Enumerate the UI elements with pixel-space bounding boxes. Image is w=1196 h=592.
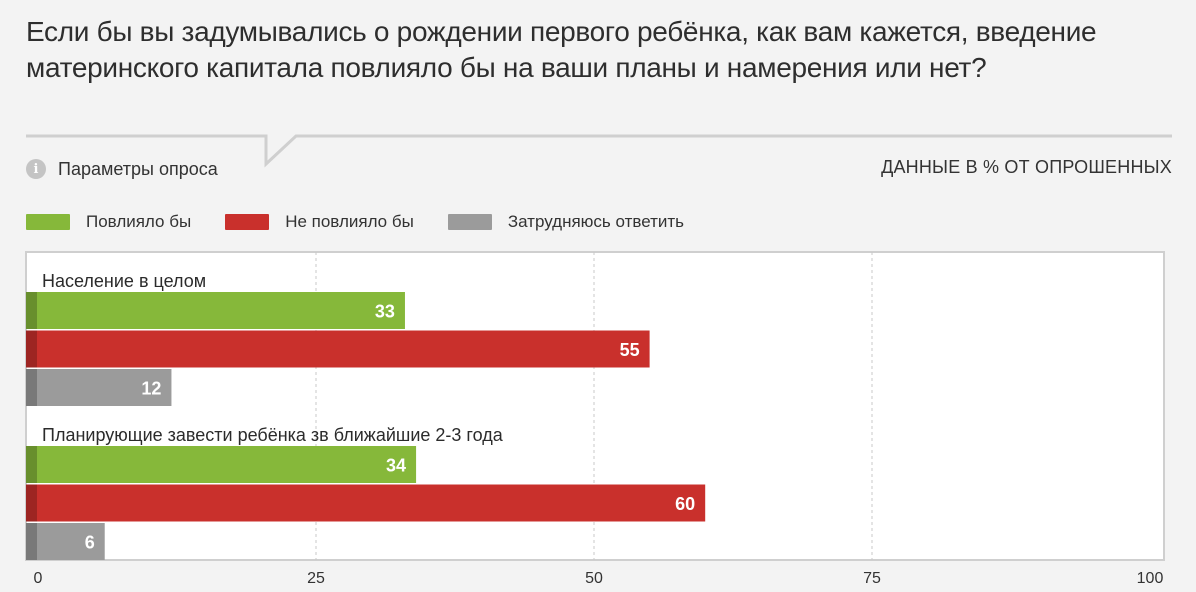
- bar-stub: [26, 446, 37, 483]
- bar: [26, 523, 105, 560]
- bar-value-label: 6: [85, 533, 95, 553]
- survey-params-label: Параметры опроса: [58, 158, 218, 179]
- legend-item-yes[interactable]: Повлияло бы: [26, 212, 191, 232]
- bar-value-label: 12: [141, 379, 161, 399]
- x-tick-label: 100: [1137, 570, 1164, 587]
- bar: [26, 484, 706, 522]
- x-tick-label: 75: [863, 570, 881, 587]
- bar-stub: [26, 523, 37, 560]
- bar-stub: [26, 292, 37, 329]
- legend-item-no[interactable]: Не повлияло бы: [225, 212, 414, 232]
- x-tick-label: 25: [307, 570, 325, 587]
- bar-value-label: 34: [386, 456, 406, 476]
- legend-swatch-green: [26, 214, 70, 230]
- legend-swatch-gray: [447, 214, 492, 230]
- bar-stub: [26, 330, 37, 368]
- bar: [26, 446, 417, 483]
- category-label: Планирующие завести ребёнка зв ближайшие…: [42, 425, 504, 445]
- bar: [26, 330, 650, 368]
- bar-value-label: 60: [675, 494, 695, 514]
- bar-stub: [26, 484, 37, 522]
- legend-label: Не повлияло бы: [285, 212, 414, 231]
- units-label: ДАННЫЕ В % ОТ ОПРОШЕННЫХ: [881, 157, 1172, 177]
- legend-item-undecided[interactable]: Затрудняюсь ответить: [447, 212, 685, 232]
- header-divider: [26, 134, 1172, 168]
- survey-params-button[interactable]: i Параметры опроса: [26, 156, 218, 182]
- bar-stub: [26, 369, 37, 406]
- legend: Повлияло бы Не повлияло бы Затрудняюсь о…: [26, 210, 718, 234]
- x-tick-label: 0: [34, 570, 43, 587]
- bar: [26, 369, 172, 406]
- info-icon: i: [26, 159, 46, 179]
- category-label: Население в целом: [42, 271, 206, 291]
- bar-value-label: 55: [620, 340, 640, 360]
- legend-swatch-red: [225, 214, 270, 230]
- legend-label: Повлияло бы: [86, 212, 192, 231]
- legend-label: Затрудняюсь ответить: [507, 212, 685, 231]
- chart-title: Если бы вы задумывались о рождении перво…: [26, 16, 1097, 83]
- bar: [26, 292, 405, 329]
- x-tick-label: 50: [585, 570, 603, 587]
- bar-value-label: 33: [375, 302, 395, 322]
